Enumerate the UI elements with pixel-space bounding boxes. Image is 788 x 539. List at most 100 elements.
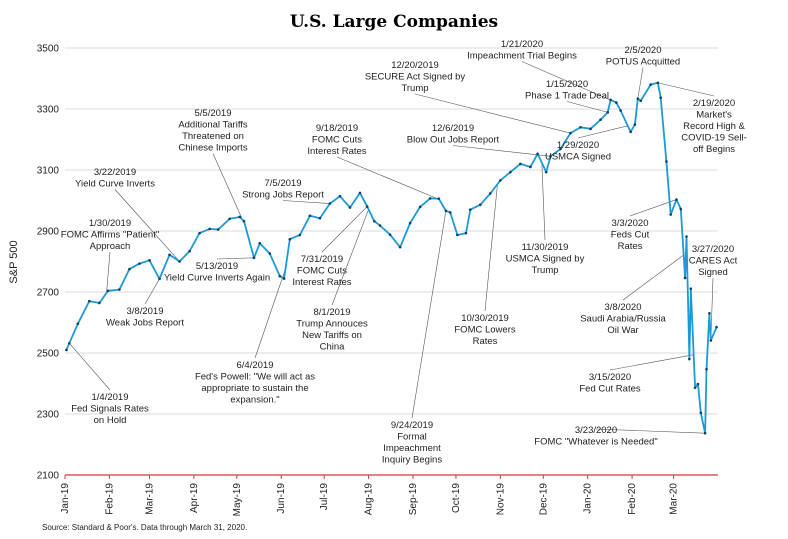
data-point [98, 301, 101, 305]
y-tick-label: 2500 [37, 349, 60, 360]
data-point [338, 194, 342, 198]
data-point [649, 83, 652, 86]
annotation-text: Weak Jobs Report [106, 318, 184, 329]
data-point [696, 382, 700, 386]
data-point [365, 205, 369, 208]
data-point [418, 205, 422, 209]
annotation-text: 5/5/2019 [195, 108, 232, 119]
annotation-leader [336, 156, 438, 199]
data-point [703, 431, 707, 435]
data-point [373, 219, 376, 223]
x-tick-label: Feb-19 [104, 483, 115, 515]
x-tick-label: Mar-20 [669, 483, 680, 515]
data-point [288, 237, 292, 241]
annotation-text: New Tariffs on [302, 330, 362, 341]
annotation-leader [657, 82, 715, 97]
y-tick-label: 3300 [37, 105, 60, 116]
data-point [669, 213, 673, 216]
annotation-text: 12/20/2019 [391, 60, 439, 71]
data-point [106, 289, 110, 293]
x-tick-label: Oct-19 [451, 483, 462, 513]
annotation-text: 5/13/2019 [196, 261, 238, 272]
annotation-text: 9/18/2019 [316, 123, 358, 134]
annotation-text: Fed's Powell: "We will act as [195, 372, 315, 383]
data-point [659, 96, 663, 100]
data-point [378, 224, 382, 227]
annotation-text: Rates [473, 336, 498, 347]
data-point [328, 202, 332, 205]
annotation-leader [106, 251, 111, 293]
annotation-text: 3/15/2020 [589, 372, 631, 383]
annotation-text: 7/5/2019 [265, 178, 302, 189]
data-point [499, 179, 502, 182]
data-point [252, 256, 256, 260]
data-point [258, 241, 262, 245]
source-note: Source: Standard & Poor's. Data through … [42, 523, 247, 532]
annotation-text: 1/21/2020 [501, 39, 543, 50]
annotation-text: Signed [698, 267, 728, 278]
data-point [158, 277, 161, 281]
data-point [509, 170, 512, 174]
data-point [67, 341, 71, 345]
data-point [228, 217, 231, 221]
data-point [629, 130, 632, 134]
annotation-text: 7/31/2019 [301, 254, 343, 265]
annotation-leader [254, 268, 286, 359]
annotation-text: SECURE Act Signed by [365, 72, 466, 83]
data-point [437, 197, 441, 200]
annotation-leader [609, 354, 694, 371]
annotation-text: USMCA Signed by [506, 254, 585, 265]
annotation-leader [629, 199, 677, 217]
annotation-text: Trump [531, 265, 558, 276]
data-point [708, 312, 711, 315]
annotation-leader [216, 257, 255, 260]
data-point [128, 267, 131, 271]
annotation-leaders [69, 61, 715, 434]
x-axis: Jan-19 Feb-19 Mar-19 Apr-19 May-19 Jun-19 Jul-… [60, 475, 680, 516]
annotation-text: Rates [618, 241, 643, 252]
data-point [456, 233, 459, 237]
annotation-leader [710, 277, 714, 341]
y-axis: 2100 2300 2500 2700 2900 3100 3300 3500 [37, 44, 60, 482]
data-point [519, 162, 522, 166]
data-point [65, 348, 68, 352]
data-point [464, 231, 468, 235]
annotation-text: Record High & [683, 121, 745, 132]
annotation-text: Threatened on [182, 131, 244, 142]
annotation-text: Impeachment [383, 443, 441, 454]
annotation-text: 3/8/2019 [127, 306, 164, 317]
data-point [198, 231, 201, 235]
x-tick-label: Nov-19 [495, 483, 506, 516]
x-tick-label: May-19 [232, 483, 243, 517]
annotation-leader [144, 278, 160, 305]
x-tick-label: Jul-19 [319, 483, 330, 511]
annotation-text: Trump Annouces [296, 319, 368, 330]
data-point [549, 154, 552, 158]
annotation-leader [411, 210, 447, 419]
annotation-text: FOMC Cuts [297, 266, 347, 277]
data-point [693, 386, 697, 390]
price-series [65, 81, 718, 435]
annotation-leader [521, 61, 617, 103]
annotation-text: FOMC Lowers [454, 325, 515, 336]
data-point [278, 274, 282, 278]
annotation-text: 9/24/2019 [391, 420, 433, 431]
data-point [685, 235, 688, 238]
annotation-leader [541, 162, 546, 241]
annotation-text: appropriate to sustain the [201, 383, 308, 394]
data-point [178, 260, 181, 263]
annotation-text: 3/23/2020 [575, 425, 617, 436]
